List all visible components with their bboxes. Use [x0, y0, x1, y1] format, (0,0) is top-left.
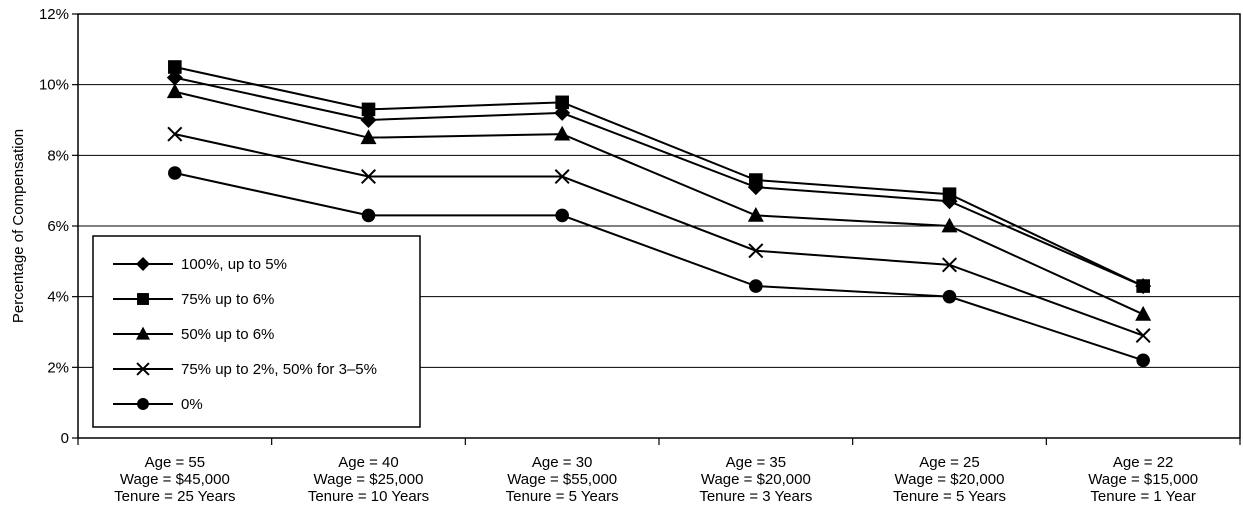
data-point-circle	[555, 208, 569, 223]
data-point-circle	[168, 166, 182, 180]
series-x	[167, 126, 1151, 344]
x-category-line: Wage = $25,000	[314, 471, 424, 488]
x-category-line: Age = 40	[338, 454, 398, 471]
legend-label: 100%, up to 5%	[181, 256, 287, 273]
x-category-line: Age = 22	[1113, 454, 1173, 471]
series-line	[174, 172, 1144, 362]
x-category-line: Tenure = 25 Years	[114, 488, 235, 505]
data-point-square	[1136, 279, 1150, 293]
series-triangle	[166, 83, 1152, 321]
legend-marker-circle	[137, 398, 149, 410]
data-point-triangle	[941, 217, 958, 233]
x-category-line: Tenure = 3 Years	[699, 488, 812, 505]
y-tick-label: 6%	[47, 218, 69, 235]
x-category-line: Age = 30	[532, 454, 592, 471]
legend-label: 50% up to 6%	[181, 326, 274, 343]
legend: 100%, up to 5% 75% up to 6% 50% up to 6% 75…	[92, 235, 421, 428]
data-point-triangle	[360, 129, 377, 145]
x-category-line: Age = 55	[145, 454, 205, 471]
x-category-line: Tenure = 5 Years	[893, 488, 1006, 505]
legend-label: 75% up to 6%	[181, 291, 274, 308]
x-category-line: Wage = $45,000	[120, 471, 230, 488]
data-point-x	[1135, 328, 1151, 344]
data-point-triangle	[166, 83, 183, 99]
series-circle	[168, 166, 1150, 368]
data-point-circle	[749, 279, 763, 293]
y-tick-label: 0	[61, 430, 69, 447]
data-point-triangle	[554, 125, 571, 141]
x-category-line: Wage = $55,000	[507, 471, 617, 488]
data-point-square	[361, 102, 376, 117]
y-tick-label: 4%	[47, 289, 69, 306]
legend-marker-x	[136, 362, 150, 376]
data-point-x	[167, 126, 183, 142]
x-category-line: Tenure = 5 Years	[506, 488, 619, 505]
y-axis: 0 2% 4% 6% 8% 10% 12%	[39, 6, 78, 447]
legend-item: 75% up to 2%, 50% for 3–5%	[113, 361, 377, 378]
series-square	[168, 60, 1150, 293]
y-axis-label: Percentage of Compensation	[10, 129, 27, 323]
data-point-circle	[942, 289, 957, 304]
data-point-x	[941, 257, 958, 273]
data-point-square	[555, 95, 569, 110]
x-category-line: Tenure = 1 Year	[1090, 488, 1196, 505]
data-point-x	[360, 169, 377, 185]
legend-marker-triangle	[136, 326, 150, 340]
x-category-line: Wage = $20,000	[895, 471, 1005, 488]
data-point-circle	[361, 208, 376, 223]
x-category-line: Age = 35	[726, 454, 786, 471]
data-point-circle	[1136, 353, 1150, 368]
data-point-x	[554, 169, 570, 185]
legend-marker-square	[137, 293, 149, 305]
y-tick-label: 10%	[39, 77, 69, 94]
legend-box	[92, 235, 421, 428]
legend-marker-diamond	[136, 257, 150, 271]
data-point-triangle	[747, 207, 764, 222]
legend-item: 100%, up to 5%	[113, 256, 287, 273]
data-point-square	[168, 60, 182, 74]
series-line	[174, 133, 1144, 337]
series-group	[166, 60, 1152, 368]
series-line	[174, 66, 1144, 287]
data-point-square	[749, 173, 763, 187]
data-point-triangle	[1135, 305, 1152, 321]
legend-item: 0%	[113, 396, 203, 413]
series-line	[174, 90, 1144, 316]
x-category-line: Age = 25	[919, 454, 979, 471]
legend-label: 0%	[181, 396, 203, 413]
legend-item: 75% up to 6%	[113, 291, 274, 308]
data-point-square	[942, 187, 957, 201]
x-category-line: Wage = $20,000	[701, 471, 811, 488]
x-category-line: Tenure = 10 Years	[308, 488, 429, 505]
legend-label: 75% up to 2%, 50% for 3–5%	[181, 361, 377, 378]
y-tick-label: 8%	[47, 147, 69, 164]
data-point-x	[748, 243, 764, 259]
y-tick-label: 2%	[47, 359, 69, 376]
y-tick-label: 12%	[39, 6, 69, 23]
x-category-line: Wage = $15,000	[1088, 471, 1198, 488]
series-line	[174, 76, 1144, 287]
legend-item: 50% up to 6%	[113, 326, 274, 343]
